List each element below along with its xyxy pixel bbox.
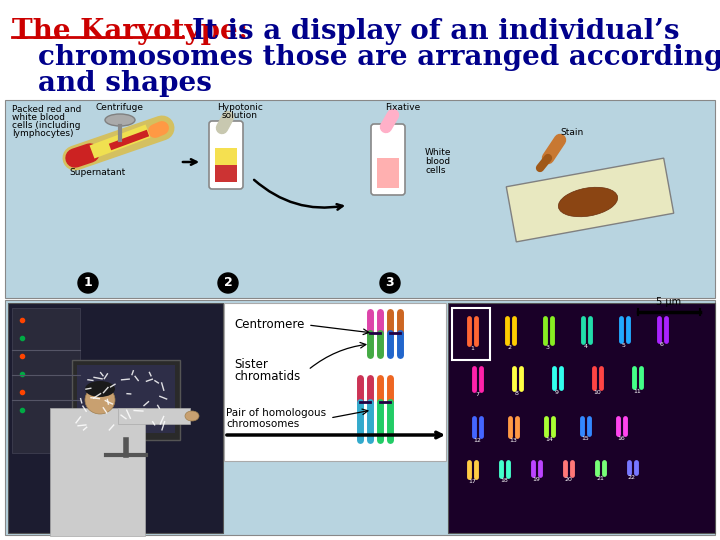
Bar [452, 308, 490, 360]
Text: Hypotonic: Hypotonic [217, 103, 263, 112]
Text: cells: cells [425, 166, 446, 175]
FancyBboxPatch shape [371, 124, 405, 195]
Text: White: White [425, 148, 451, 157]
Text: 10: 10 [593, 390, 601, 395]
FancyBboxPatch shape [209, 121, 243, 189]
Text: 15: 15 [581, 436, 589, 441]
Text: chromatids: chromatids [234, 370, 300, 383]
Bar [8, 303, 223, 533]
Text: The Karyotype:: The Karyotype: [12, 18, 248, 45]
Ellipse shape [85, 386, 115, 414]
Text: 12: 12 [473, 438, 481, 443]
Text: and shapes: and shapes [38, 70, 212, 97]
Text: lymphocytes): lymphocytes) [12, 129, 73, 138]
Bar [215, 148, 237, 165]
Text: It is a display of an individual’s: It is a display of an individual’s [192, 18, 680, 45]
Text: 17: 17 [468, 479, 476, 484]
Text: chromosomes those are arranged according to size: chromosomes those are arranged according… [38, 44, 720, 71]
Text: 4: 4 [584, 344, 588, 349]
Bar [448, 303, 715, 533]
Ellipse shape [558, 187, 618, 217]
Text: 9: 9 [555, 390, 559, 395]
Text: 5 μm: 5 μm [657, 297, 682, 307]
Text: 19: 19 [532, 477, 540, 482]
Text: 11: 11 [633, 389, 641, 394]
Text: 6: 6 [660, 342, 664, 348]
Bar [72, 360, 180, 440]
Text: Supernatant: Supernatant [70, 168, 126, 177]
Ellipse shape [185, 411, 199, 421]
Text: 20: 20 [564, 477, 572, 482]
Bar [12, 308, 80, 453]
Text: 2: 2 [508, 345, 512, 350]
Text: 3: 3 [386, 276, 395, 289]
Text: Sister: Sister [234, 358, 268, 371]
Bar [50, 408, 145, 536]
Text: Packed red and: Packed red and [12, 105, 81, 114]
Text: white blood: white blood [12, 113, 65, 122]
Polygon shape [506, 158, 674, 242]
Text: cells (including: cells (including [12, 121, 81, 130]
Ellipse shape [85, 381, 115, 397]
Text: Centromere: Centromere [234, 318, 305, 331]
Bar [77, 365, 175, 433]
Text: Fixative: Fixative [385, 103, 420, 112]
Text: 21: 21 [596, 476, 604, 481]
Text: 7: 7 [475, 392, 479, 397]
Ellipse shape [105, 114, 135, 126]
Text: chromosomes: chromosomes [226, 419, 300, 429]
Text: Stain: Stain [560, 128, 584, 137]
Text: 14: 14 [545, 437, 553, 442]
Text: 3: 3 [546, 345, 550, 349]
Text: blood: blood [425, 157, 450, 166]
Bar [224, 303, 446, 461]
Text: solution: solution [222, 111, 258, 120]
Text: Centrifuge: Centrifuge [96, 103, 144, 112]
Text: 1: 1 [470, 346, 474, 351]
Text: 18: 18 [500, 478, 508, 483]
Bar [377, 158, 399, 188]
Circle shape [380, 273, 400, 293]
Text: 16: 16 [617, 435, 625, 441]
Circle shape [218, 273, 238, 293]
Text: 1: 1 [84, 276, 92, 289]
Text: Pair of homologous: Pair of homologous [226, 408, 326, 418]
Text: 22: 22 [628, 475, 636, 480]
Bar [5, 100, 715, 298]
Text: 13: 13 [509, 437, 517, 443]
Text: 8: 8 [515, 391, 519, 396]
Ellipse shape [110, 136, 130, 144]
Text: 5: 5 [622, 343, 626, 348]
Bar [215, 165, 237, 182]
Circle shape [78, 273, 98, 293]
Bar [5, 300, 715, 535]
Bar [118, 408, 190, 424]
Text: 2: 2 [224, 276, 233, 289]
